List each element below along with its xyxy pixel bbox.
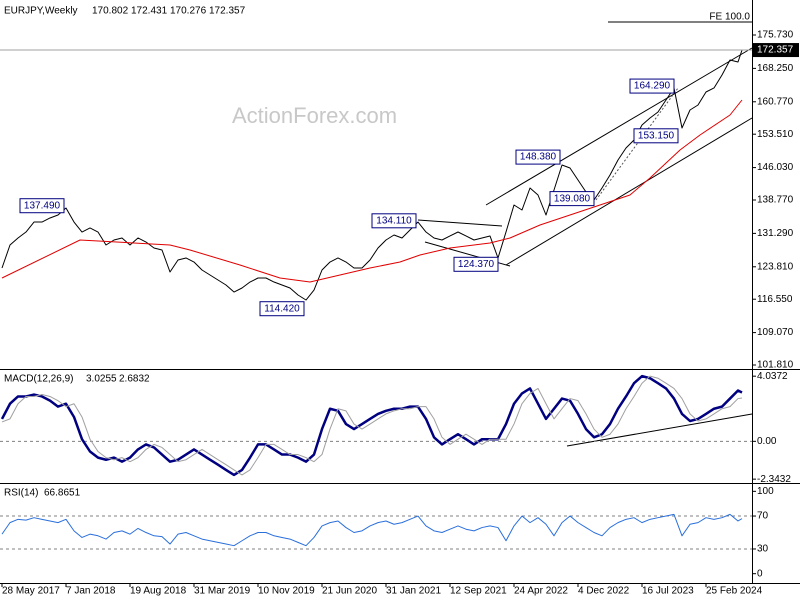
y-tick-label: 168.250 <box>757 63 794 74</box>
fe-label: FE 100.0 <box>709 12 750 23</box>
swing-label: 164.290 <box>634 81 671 92</box>
y-tick-label: 101.810 <box>757 360 794 371</box>
swing-label: 124.370 <box>458 259 495 270</box>
channel-upper <box>485 47 753 206</box>
ohlc-value: 172.431 <box>131 6 168 17</box>
trendlines <box>417 47 753 447</box>
y-tick-label: 160.770 <box>757 96 794 107</box>
y-tick-label: 153.510 <box>757 129 794 140</box>
y-tick-label: 0.00 <box>757 436 777 447</box>
y-tick-label: 109.070 <box>757 327 794 338</box>
series-line <box>1 99 743 283</box>
x-tick-label: 28 May 2017 <box>2 586 60 597</box>
y-tick-label: 146.030 <box>757 162 794 173</box>
swing-box <box>19 198 65 214</box>
swing-label: 137.490 <box>24 200 61 211</box>
ohlc-value: 170.802 <box>92 6 129 17</box>
swing-label: 139.080 <box>554 193 591 204</box>
indicator-value: 2.6832 <box>119 374 150 385</box>
swing-label: 148.380 <box>520 152 557 163</box>
swing-box <box>371 213 417 229</box>
y-tick-label: 70 <box>757 511 769 522</box>
swing-box <box>515 149 561 165</box>
channel-lower <box>505 117 753 266</box>
swing-box <box>453 256 499 272</box>
x-tick-label: 25 Feb 2024 <box>706 586 763 597</box>
x-tick-label: 31 Jan 2021 <box>386 586 441 597</box>
swing-box <box>633 128 679 144</box>
y-tick-label: -2.3432 <box>757 474 791 485</box>
y-tick-label: 123.810 <box>757 261 794 272</box>
x-tick-label: 7 Jan 2018 <box>66 586 116 597</box>
x-tick-label: 21 Jun 2020 <box>322 586 377 597</box>
swing-label: 153.150 <box>638 130 675 141</box>
x-tick-label: 31 Mar 2019 <box>194 586 251 597</box>
indicator-value: 3.0255 <box>86 374 117 385</box>
series-line <box>1 513 743 547</box>
ohlc-value: 170.276 <box>170 6 207 17</box>
swing-label: 114.420 <box>264 303 300 314</box>
swing-label: 134.110 <box>376 215 412 226</box>
y-tick-label: 131.290 <box>757 228 794 239</box>
y-tick-label: 116.550 <box>757 294 793 305</box>
projection-line <box>595 87 679 201</box>
y-tick-label: 175.730 <box>757 30 794 41</box>
macd-trendline <box>566 413 753 447</box>
frame <box>0 0 800 584</box>
indicator-title: EURJPY,Weekly <box>4 6 78 17</box>
x-tick-label: 24 Apr 2022 <box>514 586 568 597</box>
series-line <box>1 375 743 476</box>
indicator-title: MACD(12,26,9) <box>4 374 73 385</box>
y-tick-label: 30 <box>757 544 769 555</box>
last-price-label: 172.357 <box>757 45 794 56</box>
ohlc-value: 172.357 <box>209 6 246 17</box>
y-tick-label: 100 <box>757 486 774 497</box>
x-tick-label: 19 Aug 2018 <box>130 586 187 597</box>
x-tick-label: 12 Sep 2021 <box>450 586 507 597</box>
swing-box <box>549 191 595 207</box>
series-line <box>1 49 743 301</box>
swing-box <box>629 78 675 94</box>
x-tick-label: 10 Nov 2019 <box>258 586 315 597</box>
last-price-box <box>753 43 799 58</box>
swing-box <box>259 301 305 317</box>
y-tick-label: 4.0372 <box>757 371 788 382</box>
x-tick-label: 16 Jul 2023 <box>642 586 694 597</box>
y-tick-label: 138.770 <box>757 195 794 206</box>
indicator-value: 66.8651 <box>44 488 81 499</box>
y-tick-label: 0 <box>757 568 763 579</box>
triangle-upper <box>417 219 503 227</box>
x-tick-label: 4 Dec 2022 <box>578 586 630 597</box>
indicator-title: RSI(14) <box>4 488 38 499</box>
watermark: ActionForex.com <box>232 103 397 128</box>
